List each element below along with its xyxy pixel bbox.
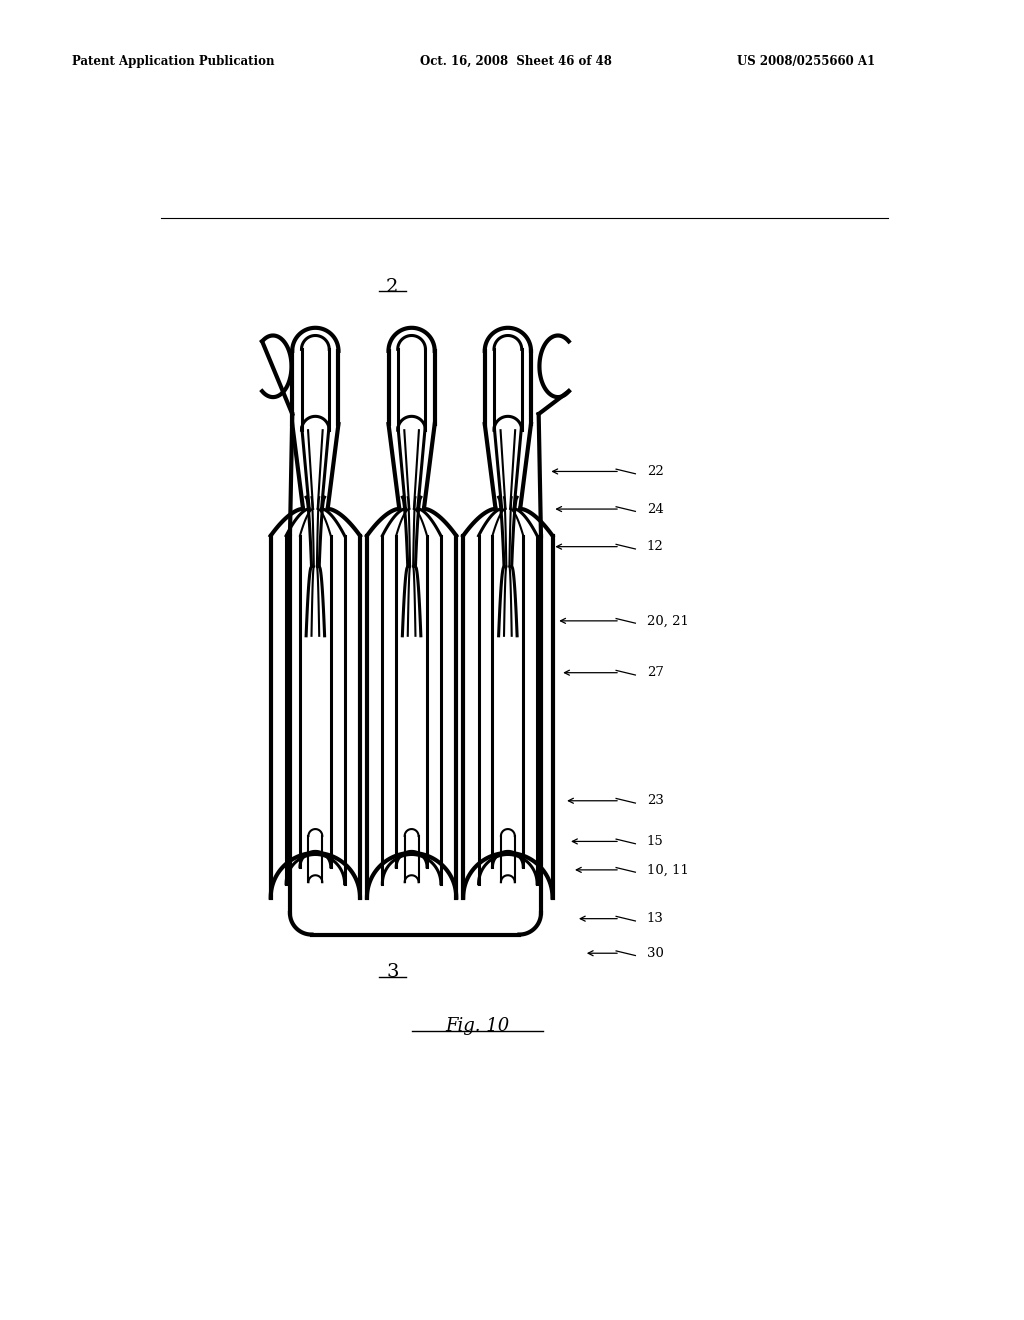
Text: 23: 23 (647, 795, 664, 808)
Text: 12: 12 (647, 540, 664, 553)
Text: US 2008/0255660 A1: US 2008/0255660 A1 (737, 55, 876, 69)
Text: 27: 27 (647, 667, 664, 680)
Text: 30: 30 (647, 946, 664, 960)
Text: 10, 11: 10, 11 (647, 863, 689, 876)
Text: 13: 13 (647, 912, 664, 925)
Text: 2: 2 (386, 277, 398, 296)
Text: 3: 3 (386, 964, 398, 981)
Text: 15: 15 (647, 836, 664, 847)
Text: Oct. 16, 2008  Sheet 46 of 48: Oct. 16, 2008 Sheet 46 of 48 (420, 55, 611, 69)
Text: Patent Application Publication: Patent Application Publication (72, 55, 274, 69)
Text: 20, 21: 20, 21 (647, 614, 689, 627)
Text: 22: 22 (647, 465, 664, 478)
Text: 24: 24 (647, 503, 664, 516)
Text: Fig. 10: Fig. 10 (445, 1016, 509, 1035)
